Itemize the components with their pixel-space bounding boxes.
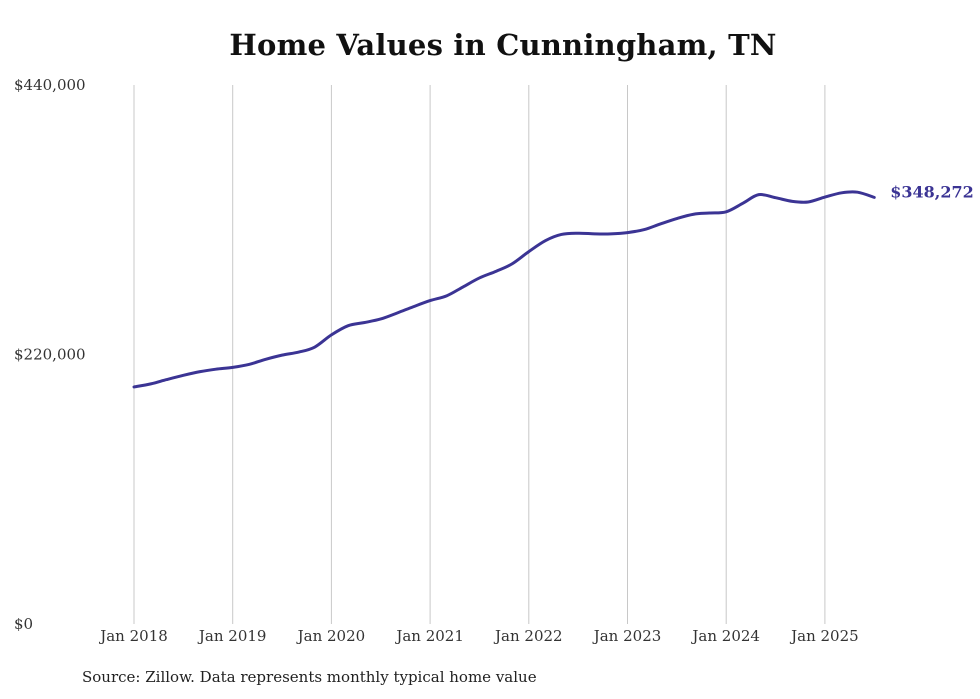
x-axis-ticks: Jan 2018 Jan 2019 Jan 2020 Jan 2021 Jan 2022… <box>98 627 858 645</box>
x-tick-label: Jan 2018 <box>98 627 168 645</box>
x-tick-label: Jan 2021 <box>394 627 464 645</box>
x-tick-label: Jan 2023 <box>592 627 662 645</box>
y-axis-ticks: $0 $220,000 $440,000 <box>14 76 86 633</box>
x-tick-label: Jan 2020 <box>296 627 366 645</box>
x-tick-label: Jan 2024 <box>690 627 760 645</box>
y-tick-label: $0 <box>14 615 33 633</box>
x-tick-label: Jan 2022 <box>493 627 563 645</box>
end-label-layer: $348,272 <box>890 182 974 201</box>
end-value-label: $348,272 <box>890 182 974 201</box>
x-tick-label: Jan 2025 <box>789 627 859 645</box>
series-line-0 <box>132 190 876 389</box>
chart-title: Home Values in Cunningham, TN <box>229 28 777 62</box>
x-tick-label: Jan 2019 <box>197 627 267 645</box>
grid-lines <box>133 85 826 624</box>
y-tick-label: $220,000 <box>14 346 86 364</box>
y-tick-label: $440,000 <box>14 76 86 94</box>
source-note: Source: Zillow. Data represents monthly … <box>82 668 537 686</box>
series-layer <box>132 190 876 389</box>
